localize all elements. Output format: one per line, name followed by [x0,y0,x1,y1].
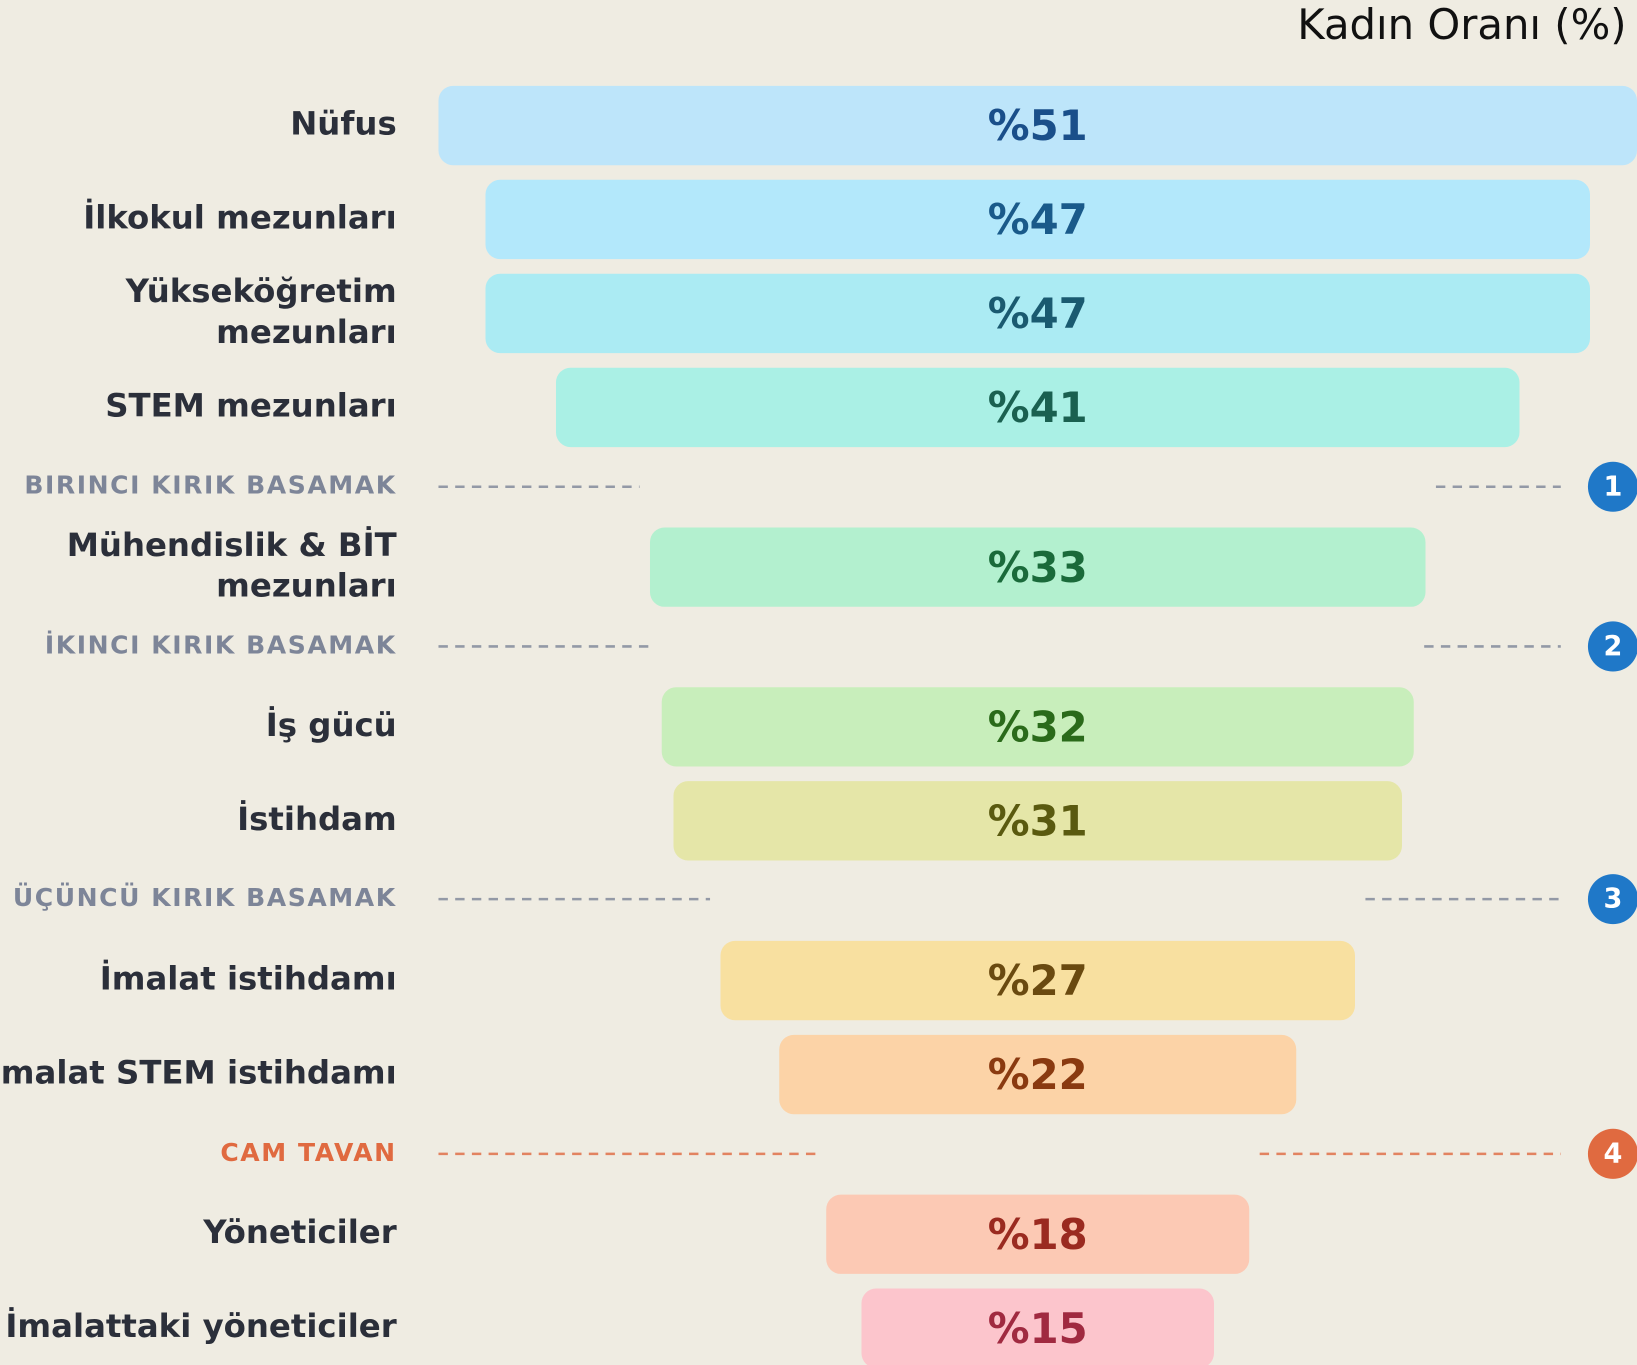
badge-number: 2 [1604,631,1623,662]
badge [1587,621,1637,672]
value-label: %33 [988,543,1088,592]
funnel-bar [826,1194,1250,1274]
funnel-bar [649,527,1426,607]
funnel-bar [673,781,1402,861]
row-label: Yöneticiler [202,1213,397,1251]
row-label: Yükseköğretim [125,272,397,310]
funnel-bar [661,687,1414,767]
separator-label: BIRINCI KIRIK BASAMAK [24,471,396,500]
value-label: %41 [988,383,1088,432]
value-label: %47 [988,289,1088,338]
value-label: %47 [988,195,1088,244]
value-label: %51 [988,101,1088,150]
row-label: Nüfus [290,105,396,143]
badge [1587,874,1637,925]
row-label: İmalat STEM istihdamı [0,1054,397,1092]
funnel-bar [555,367,1520,448]
funnel-bar [779,1034,1297,1115]
row-label: mezunları [216,566,397,604]
row-label: Mühendislik & BİT [67,526,397,564]
badge [1587,461,1637,512]
row-label: İş gücü [266,706,397,744]
funnel-bar [485,273,1590,354]
value-label: %32 [988,703,1088,752]
value-label: %27 [988,956,1088,1005]
funnel-bar [438,85,1637,166]
row-label: mezunları [216,313,397,351]
value-label: %15 [988,1304,1088,1353]
row-label: İmalattaki yöneticiler [5,1307,396,1345]
funnel-bar [720,940,1355,1021]
value-label: %22 [988,1050,1088,1099]
separator-label: İKINCI KIRIK BASAMAK [45,630,397,659]
row-label: İlkokul mezunları [83,198,396,236]
badge-number: 4 [1604,1138,1623,1169]
row-label: İstihdam [237,800,397,838]
badge-number: 1 [1604,471,1623,502]
chart-title: Kadın Oranı (%) [1297,0,1626,49]
separator-label: CAM TAVAN [220,1138,396,1167]
funnel-bar [485,179,1590,260]
row-label: İmalat istihdamı [100,960,397,998]
row-label: STEM mezunları [105,386,397,424]
badge [1587,1128,1637,1179]
separator-label: ÜÇÜNCÜ KIRIK BASAMAK [13,882,397,912]
value-label: %31 [988,796,1088,845]
badge-number: 3 [1604,884,1623,915]
funnel-bar [861,1288,1214,1365]
value-label: %18 [988,1210,1088,1259]
